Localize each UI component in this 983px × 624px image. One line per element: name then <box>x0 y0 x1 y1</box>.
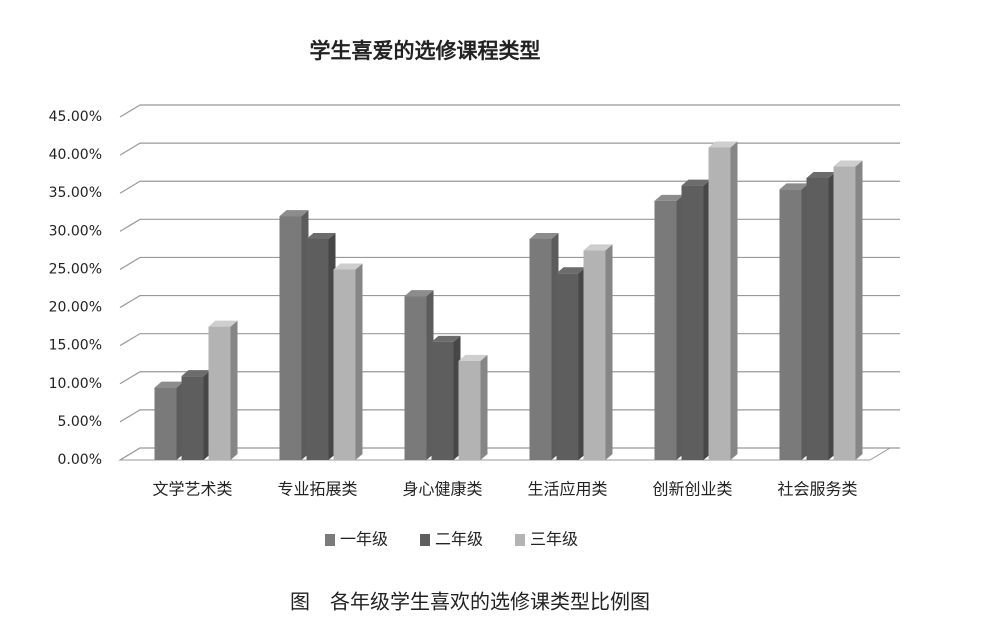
bar <box>583 244 613 460</box>
bar-top <box>404 290 434 297</box>
y-tick-label: 10.00% <box>49 376 102 392</box>
bar-top <box>681 179 711 186</box>
bar-side <box>355 263 363 460</box>
caption: 图 各年级学生喜欢的选修课类型比例图 <box>290 590 650 614</box>
grid-line <box>119 409 900 423</box>
bar-side <box>230 320 238 460</box>
bar-top <box>833 160 863 167</box>
legend-label: 二年级 <box>435 530 483 549</box>
bar-front <box>833 166 856 461</box>
bar-top <box>654 194 684 201</box>
y-tick-label: 25.00% <box>49 261 102 277</box>
bar <box>833 160 863 461</box>
bar-front <box>404 296 427 460</box>
legend-label: 一年级 <box>340 530 388 549</box>
legend-swatch <box>515 534 525 546</box>
bar-top <box>154 381 184 388</box>
bar <box>181 370 211 460</box>
bar <box>279 210 309 460</box>
grid-line <box>119 447 900 461</box>
bar <box>708 141 738 460</box>
bar-front <box>654 200 677 460</box>
bar-front <box>431 341 454 460</box>
bar-top <box>306 232 336 239</box>
bar <box>806 171 836 460</box>
legend-label: 三年级 <box>530 530 578 549</box>
bar <box>654 194 684 460</box>
bar <box>779 183 809 460</box>
bar-front <box>806 177 829 460</box>
y-tick-label: 5.00% <box>58 414 102 430</box>
bar-front <box>279 216 302 460</box>
bar-front <box>333 269 356 460</box>
bar-front <box>306 238 329 460</box>
y-tick-label: 30.00% <box>49 223 102 239</box>
legend-swatch <box>325 534 335 546</box>
bar-front <box>708 147 731 460</box>
bar-top <box>458 354 488 361</box>
y-tick-label: 20.00% <box>49 300 102 316</box>
bar-top <box>556 267 586 274</box>
bar-top <box>208 320 238 327</box>
y-tick-label: 45.00% <box>49 109 102 125</box>
x-tick-label: 身心健康类 <box>402 480 482 499</box>
bar-front <box>458 360 481 460</box>
grid-line <box>119 294 900 309</box>
grid-line <box>119 104 900 118</box>
bar-front <box>154 387 177 460</box>
bar-top <box>181 370 211 377</box>
x-tick-label: 文学艺术类 <box>152 480 232 499</box>
bar-front <box>681 185 704 460</box>
y-tick-label: 15.00% <box>49 338 102 354</box>
bar <box>681 179 711 460</box>
bar <box>431 335 461 460</box>
bar-top <box>333 263 363 270</box>
y-tick-label: 35.00% <box>49 185 102 201</box>
legend-swatch <box>420 534 430 546</box>
bar <box>556 267 586 460</box>
bar-front <box>208 326 231 460</box>
bar-top <box>583 244 613 251</box>
bar-side <box>480 354 488 460</box>
bar-top <box>529 232 559 239</box>
bar <box>333 263 363 460</box>
grid-line <box>119 256 900 270</box>
bar-top <box>779 183 809 190</box>
bar-top <box>708 141 738 148</box>
bar-front <box>556 273 579 460</box>
bar-front <box>529 238 552 460</box>
grid-line <box>119 371 900 385</box>
bar-front <box>779 189 802 460</box>
bar <box>208 320 238 460</box>
bar <box>154 381 184 460</box>
bar-top <box>279 210 309 217</box>
bar-side <box>855 160 863 461</box>
bar <box>458 354 488 460</box>
x-tick-label: 创新创业类 <box>652 480 732 499</box>
bar-side <box>605 244 613 460</box>
grid-line <box>119 333 900 347</box>
bar-front <box>181 376 204 460</box>
x-tick-label: 专业拓展类 <box>277 480 357 499</box>
bar-side <box>730 141 738 460</box>
chart-title: 学生喜爱的选修课程类型 <box>310 39 541 63</box>
bar <box>529 232 559 460</box>
y-tick-label: 0.00% <box>58 452 102 468</box>
grid-line <box>119 218 900 232</box>
bar-front <box>583 250 606 460</box>
bar <box>306 232 336 460</box>
grid-line <box>119 180 900 194</box>
x-tick-label: 生活应用类 <box>527 480 607 499</box>
bar-top <box>806 171 836 178</box>
grid-line <box>119 142 900 156</box>
y-tick-label: 40.00% <box>49 147 102 163</box>
bar-top <box>431 335 461 342</box>
x-tick-label: 社会服务类 <box>777 480 857 499</box>
bar <box>404 290 434 460</box>
